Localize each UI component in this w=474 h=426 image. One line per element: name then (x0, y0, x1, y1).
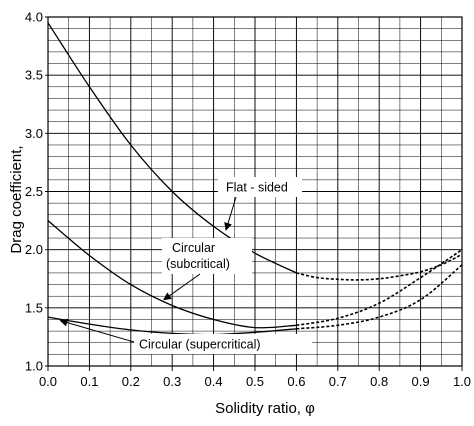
x-axis-label: Solidity ratio, φ (215, 400, 315, 417)
annotation-circular-subcritical: Circular (172, 241, 215, 255)
x-tick-label: 0.7 (329, 374, 347, 389)
x-tick-label: 0.6 (287, 374, 305, 389)
y-tick-label: 2.0 (25, 242, 43, 257)
x-tick-label: 0.2 (122, 374, 140, 389)
x-tick-label: 0.3 (163, 374, 181, 389)
x-tick-label: 0.5 (246, 374, 264, 389)
y-tick-label: 3.5 (25, 68, 43, 83)
annotations: Flat - sided Circular (subcritical) Circula… (59, 177, 312, 354)
plot-frame (47, 16, 463, 367)
y-tick-label: 3.0 (25, 126, 43, 141)
y-tick-label: 1.5 (25, 300, 43, 315)
x-tick-label: 0.8 (370, 374, 388, 389)
y-axis-label: Drag coefficient, (8, 145, 25, 253)
annotation-flat-sided: Flat - sided (226, 181, 288, 195)
y-tick-label: 4.0 (25, 10, 43, 25)
annotation-arrow (59, 318, 135, 343)
tick-labels: 0.0 0.1 0.2 0.3 0.4 0.5 0.6 0.7 0.8 0.9 1.0 1.0 1.5 2… (25, 10, 471, 390)
series-2-solid-line (47, 316, 297, 336)
series-1-solid-line (47, 220, 297, 329)
series-2-dashed-line (296, 264, 463, 330)
y-tick-label: 2.5 (25, 184, 43, 199)
y-tick-label: 1.0 (25, 359, 43, 374)
annotation-circular-supercritical: Circular (supercritical) (139, 338, 261, 352)
annotation-bg (134, 334, 312, 354)
series-1-dashed-line (296, 249, 463, 327)
annotation-bg (218, 177, 302, 197)
x-tick-label: 0.0 (39, 374, 57, 389)
series-0-solid-line (47, 22, 297, 274)
annotation-arrow (163, 273, 201, 301)
x-tick-label: 0.1 (80, 374, 98, 389)
series-layer (47, 22, 463, 336)
annotation-circular-subcritical-line2: (subcritical) (166, 257, 230, 271)
x-tick-label: 0.4 (205, 374, 223, 389)
x-tick-label: 0.9 (412, 374, 430, 389)
x-tick-label: 1.0 (453, 374, 471, 389)
annotation-arrow (224, 196, 237, 231)
annotation-bg (162, 238, 252, 274)
